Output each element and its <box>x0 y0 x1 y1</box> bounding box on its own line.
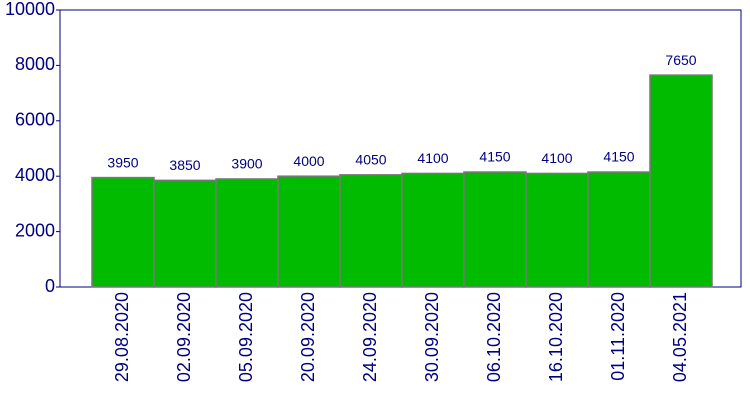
bar <box>463 171 527 288</box>
bar <box>401 172 465 288</box>
x-tick-label: 16.10.2020 <box>546 292 566 382</box>
x-tick-label: 02.09.2020 <box>174 292 194 382</box>
y-tick-label: 4000 <box>15 165 55 185</box>
x-tick-label: 01.11.2020 <box>608 292 628 381</box>
y-tick-label: 0 <box>45 276 55 296</box>
value-label: 4150 <box>479 149 510 165</box>
x-tick-label: 20.09.2020 <box>298 292 318 382</box>
value-label: 4100 <box>417 150 448 166</box>
y-tick-label: 6000 <box>15 110 55 130</box>
value-label: 4100 <box>541 150 572 166</box>
y-tick-label: 10000 <box>5 0 55 19</box>
bar <box>153 179 217 288</box>
bar <box>339 174 403 288</box>
value-label: 3850 <box>169 157 200 173</box>
bar <box>587 171 651 288</box>
x-tick-label: 30.09.2020 <box>422 292 442 382</box>
bar <box>277 175 341 288</box>
value-label: 3900 <box>231 156 262 172</box>
y-tick-label: 2000 <box>15 220 55 240</box>
value-label: 4050 <box>355 152 386 168</box>
x-tick-label: 29.08.2020 <box>112 292 132 382</box>
x-tick-label: 24.09.2020 <box>360 292 380 382</box>
value-label: 3950 <box>107 154 138 170</box>
x-tick-label: 06.10.2020 <box>484 292 504 382</box>
x-tick-label: 05.09.2020 <box>236 292 256 382</box>
y-tick-label: 8000 <box>15 54 55 74</box>
x-tick-label: 04.05.2021 <box>670 292 690 382</box>
value-label: 7650 <box>665 52 696 68</box>
bar <box>91 176 155 288</box>
bar <box>649 74 713 288</box>
value-label: 4150 <box>603 149 634 165</box>
bar <box>215 178 279 288</box>
value-label: 4000 <box>293 153 324 169</box>
bar <box>525 172 589 288</box>
